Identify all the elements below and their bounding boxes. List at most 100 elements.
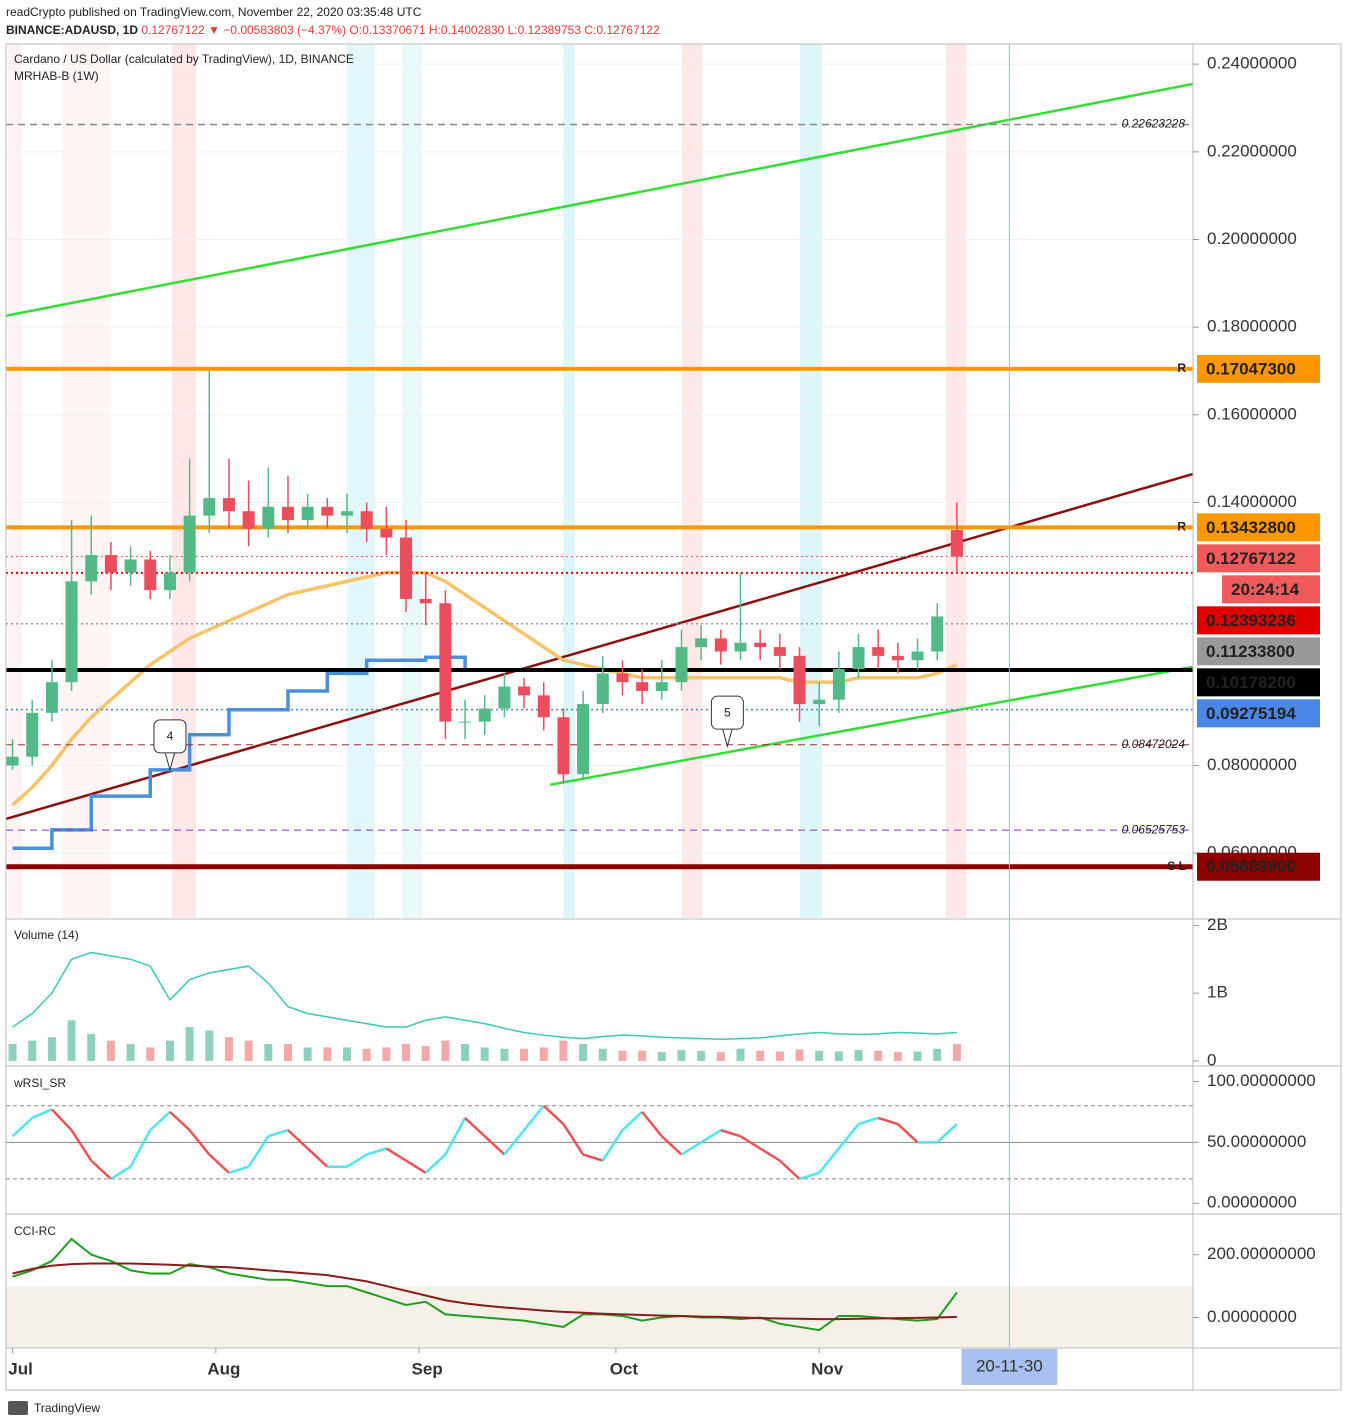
price-label-box [1197,544,1320,573]
volume-bar [697,1050,706,1061]
symbol-line: BINANCE:ADAUSD, 1D 0.12767122 ▼ −0.00583… [6,23,660,37]
candle-body [85,555,98,582]
volume-bar [933,1048,942,1061]
highlight-bands [8,44,966,918]
candle-body [281,506,294,521]
line-segment [306,1147,329,1168]
band [563,44,575,918]
candle-body [655,682,668,691]
pane-title: Volume (14) [14,928,79,942]
y-tick-label: 0.16000000 [1207,404,1297,423]
line-segment [562,1123,585,1156]
trendline [550,665,1193,786]
line-segment [700,1129,722,1144]
candle-body [360,511,373,529]
ohlc: O:0.13370671 [349,23,425,37]
candle-body [321,506,334,516]
line-segment [424,1153,447,1174]
candle-body [773,647,786,656]
volume-bar [441,1040,450,1061]
level-label: 0.22623228 [1122,117,1186,131]
volume-bar [67,1020,76,1061]
price-label-box [1197,606,1320,635]
line-segment [759,1147,781,1162]
level-label: 0.08472024 [1122,737,1186,751]
line-segment [680,1141,702,1156]
price-label-box [1197,668,1320,697]
y-tick-label: 1B [1207,983,1228,1002]
countdown-box [1222,575,1320,604]
line-segment [936,1123,958,1144]
y-tick-label: 0.20000000 [1207,229,1297,248]
frame [5,43,1342,1391]
volume-bar [500,1048,509,1061]
candle-body [793,655,806,705]
candle-body [419,598,432,604]
candle-body [400,537,413,599]
volume-bar [402,1043,411,1061]
cursor-label: 20-11-30 [976,1356,1043,1375]
line-segment [720,1128,741,1138]
volume-bar [854,1050,863,1061]
line-segment [149,1110,171,1132]
candle-body [203,498,216,516]
candle-body [714,638,727,652]
candle-body [144,559,157,591]
callout-bubble [153,719,187,754]
y-tick-label: 0.00000000 [1207,1307,1297,1326]
line-segment [739,1135,761,1150]
band [6,1286,1193,1348]
band [946,44,966,918]
volume-bar [520,1048,529,1061]
line-segment [503,1129,526,1156]
line-segment [11,1117,34,1138]
candle-body [813,699,826,705]
level-side-label: S L [1167,859,1186,873]
labels: Cardano / US Dollar (calculated by Tradi… [13,52,1320,1385]
ohlc: C:0.12767122 [584,23,660,37]
candle-body [911,651,924,661]
volume-bar [598,1048,607,1061]
price-label-box [1197,852,1320,881]
line-segment [837,1123,860,1150]
line-segment [208,1153,230,1174]
candle-body [537,695,550,718]
candle-body [478,708,491,722]
price-label-box [1197,354,1320,383]
line [12,1262,957,1321]
candle-body [459,721,472,723]
volume-bar [8,1043,17,1061]
line-segment [877,1116,899,1126]
candle-body [636,682,649,691]
price-label-box [1197,637,1320,666]
volume-bar [539,1047,548,1061]
line-segment [818,1147,840,1174]
volume-bar [185,1027,194,1061]
volume-bar [677,1050,686,1061]
candle-body [65,581,78,683]
volume-bar [205,1030,214,1061]
price-change: 0.12767122 ▼ −0.00583803 (−4.37%) [141,23,346,37]
line-segment [799,1171,820,1181]
line-segment [405,1159,427,1174]
band [402,44,422,918]
symbol: BINANCE:ADAUSD, 1D [6,23,138,37]
line-segment [385,1147,407,1162]
line-segment [169,1110,191,1132]
volume-bar [106,1040,115,1061]
candle-body [596,673,609,705]
callout-text: 5 [724,705,731,719]
trendline [6,82,1193,317]
y-tick-label: 0.24000000 [1207,54,1297,73]
volume-pane [8,951,961,1061]
price-label: 0.10178200 [1206,673,1296,692]
volume-bar [579,1043,588,1061]
line-segment [483,1135,506,1156]
candle-body [6,756,19,766]
candle-body [557,717,570,775]
line-segment [601,1129,624,1162]
volume-bar [795,1049,804,1061]
line [12,1237,958,1332]
callout-text: 4 [167,729,174,743]
